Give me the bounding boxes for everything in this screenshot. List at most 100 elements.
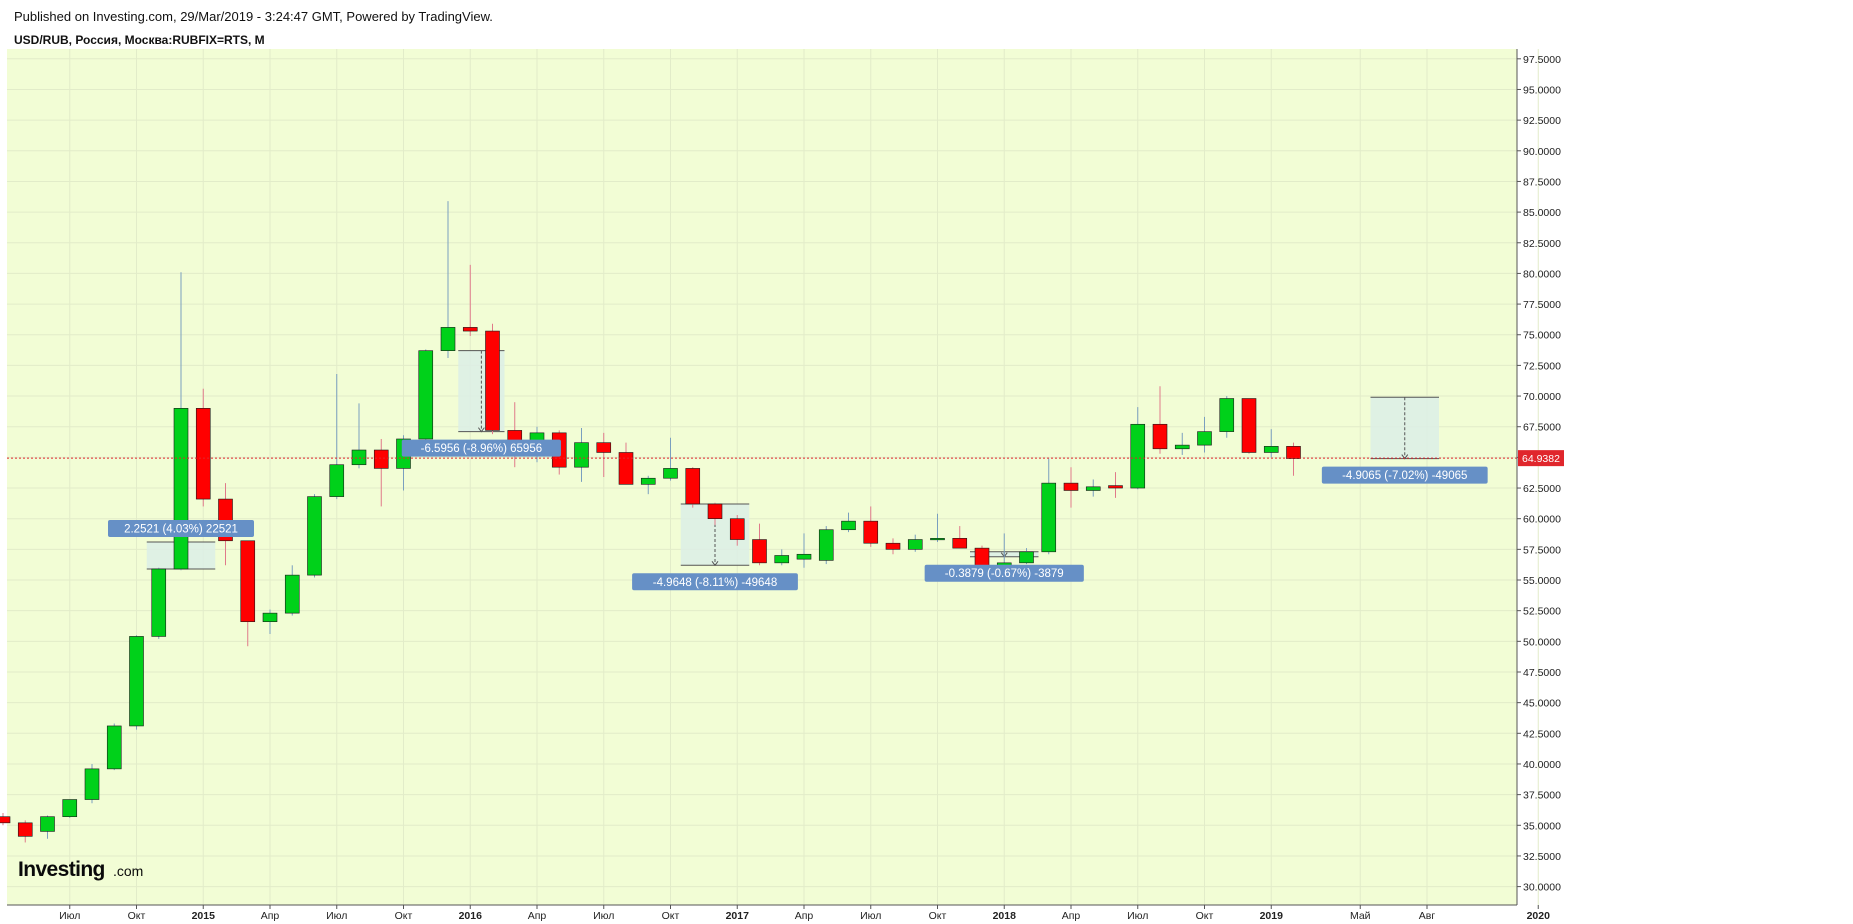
- x-tick-label: 2018: [993, 910, 1017, 922]
- candle: [307, 494, 322, 578]
- candle-body: [640, 477, 656, 485]
- candle: [1174, 432, 1190, 455]
- y-tick-label: 50.0000: [1523, 636, 1561, 648]
- y-tick-label: 95.0000: [1523, 84, 1561, 96]
- x-tick-label: Апр: [261, 910, 280, 922]
- measure-label-bg: [632, 573, 798, 591]
- x-tick-label: Июл: [1127, 910, 1148, 922]
- measure-label-bg: [401, 439, 561, 457]
- y-axis[interactable]: 97.5000 95.0000 92.5000 90.0000 87.5000 85.00…: [1517, 54, 1561, 894]
- candle-body: [284, 574, 300, 614]
- y-tick-label: 30.0000: [1523, 882, 1561, 894]
- y-tick-label: 42.5000: [1523, 728, 1561, 740]
- x-tick-label: Июл: [860, 910, 881, 922]
- candle-body: [774, 555, 790, 564]
- candle-body: [106, 725, 122, 770]
- measurement-labels: 2.2521 (4.03%) 22521 -6.5956 (-8.96%) 659…: [108, 439, 1488, 591]
- x-tick-label: Окт: [395, 910, 413, 922]
- candle: [1041, 458, 1057, 555]
- y-tick-label: 40.0000: [1523, 759, 1561, 771]
- x-tick-label: 2019: [1260, 910, 1284, 922]
- x-tick-label: Апр: [528, 910, 547, 922]
- measure-label: 2.2521 (4.03%) 22521: [124, 523, 238, 535]
- candle: [930, 513, 945, 542]
- y-tick-label: 80.0000: [1523, 268, 1561, 280]
- candle: [40, 815, 55, 839]
- candle: [1085, 479, 1101, 497]
- candle: [195, 388, 211, 507]
- y-tick-label: 47.5000: [1523, 667, 1561, 679]
- candle: [373, 438, 389, 507]
- logo-main: Investing: [18, 858, 105, 881]
- y-tick-label: 62.5000: [1523, 483, 1561, 495]
- candle: [284, 565, 300, 616]
- candle: [640, 475, 656, 495]
- x-tick-label: Апр: [795, 910, 814, 922]
- candle-body: [462, 327, 478, 332]
- measure-label-bg: [108, 519, 254, 537]
- y-tick-label: 85.0000: [1523, 207, 1561, 219]
- measure-arrow-head: [711, 560, 719, 567]
- candle-body: [574, 442, 589, 468]
- candle: [885, 538, 901, 555]
- candle-body: [0, 816, 11, 824]
- logo-suffix: .com: [113, 863, 143, 879]
- y-tick-label: 92.5000: [1523, 115, 1561, 127]
- candle: [596, 432, 612, 477]
- candle: [1130, 407, 1146, 490]
- y-tick-label: 75.0000: [1523, 330, 1561, 342]
- measure-arrow-head: [477, 427, 485, 433]
- candle-body: [418, 350, 434, 440]
- candle-body: [84, 768, 100, 800]
- last-price-badge-bg: [1518, 450, 1564, 467]
- candle-body: [373, 449, 389, 469]
- candle-body: [1063, 482, 1079, 491]
- x-tick-label: Окт: [1196, 910, 1214, 922]
- candle: [774, 549, 790, 566]
- y-tick-label: 45.0000: [1523, 698, 1561, 710]
- candle: [1286, 442, 1301, 476]
- candle: [240, 540, 256, 647]
- candle: [1108, 472, 1123, 498]
- candle: [129, 635, 144, 730]
- grid-lines: [7, 49, 1539, 905]
- candle-body: [351, 449, 367, 466]
- y-tick-label: 72.5000: [1523, 360, 1561, 372]
- measure-label: -4.9648 (-8.11%) -49648: [653, 577, 777, 589]
- candle-body: [930, 538, 945, 541]
- candle-body: [1130, 423, 1146, 489]
- candle: [729, 515, 745, 546]
- x-axis[interactable]: Июл Окт 2015 Апр Июл Окт 2016 Апр Июл Окт 2017 Апр И…: [59, 905, 1550, 922]
- candle-body: [1041, 482, 1057, 553]
- candle: [707, 502, 723, 525]
- measure-label-bg: [924, 564, 1084, 582]
- y-tick-label: 37.5000: [1523, 790, 1561, 802]
- candle-body: [195, 408, 211, 500]
- x-tick-label: Окт: [929, 910, 947, 922]
- candle: [485, 323, 500, 435]
- candle-body: [707, 503, 723, 519]
- candle: [329, 373, 345, 500]
- candle-body: [729, 518, 745, 540]
- y-tick-label: 67.5000: [1523, 422, 1561, 434]
- y-tick-label: 97.5000: [1523, 54, 1561, 66]
- measure-label-bg: [1321, 466, 1488, 484]
- candle: [1197, 416, 1212, 453]
- candle-body: [1108, 485, 1123, 489]
- candle-body: [173, 408, 189, 570]
- x-tick-label: 2015: [192, 910, 216, 922]
- candle-body: [129, 636, 144, 727]
- x-tick-label: Окт: [128, 910, 146, 922]
- candle: [0, 813, 11, 826]
- measure-label: -6.5956 (-8.96%) 65956: [421, 443, 542, 455]
- plot-area[interactable]: [7, 49, 1517, 905]
- x-tick-label: 2016: [459, 910, 483, 922]
- candle: [418, 349, 434, 442]
- candle: [84, 763, 100, 804]
- candle-body: [663, 468, 678, 479]
- candle-body: [685, 468, 701, 505]
- y-tick-label: 77.5000: [1523, 299, 1561, 311]
- candle-body: [863, 520, 879, 544]
- candle: [106, 723, 122, 771]
